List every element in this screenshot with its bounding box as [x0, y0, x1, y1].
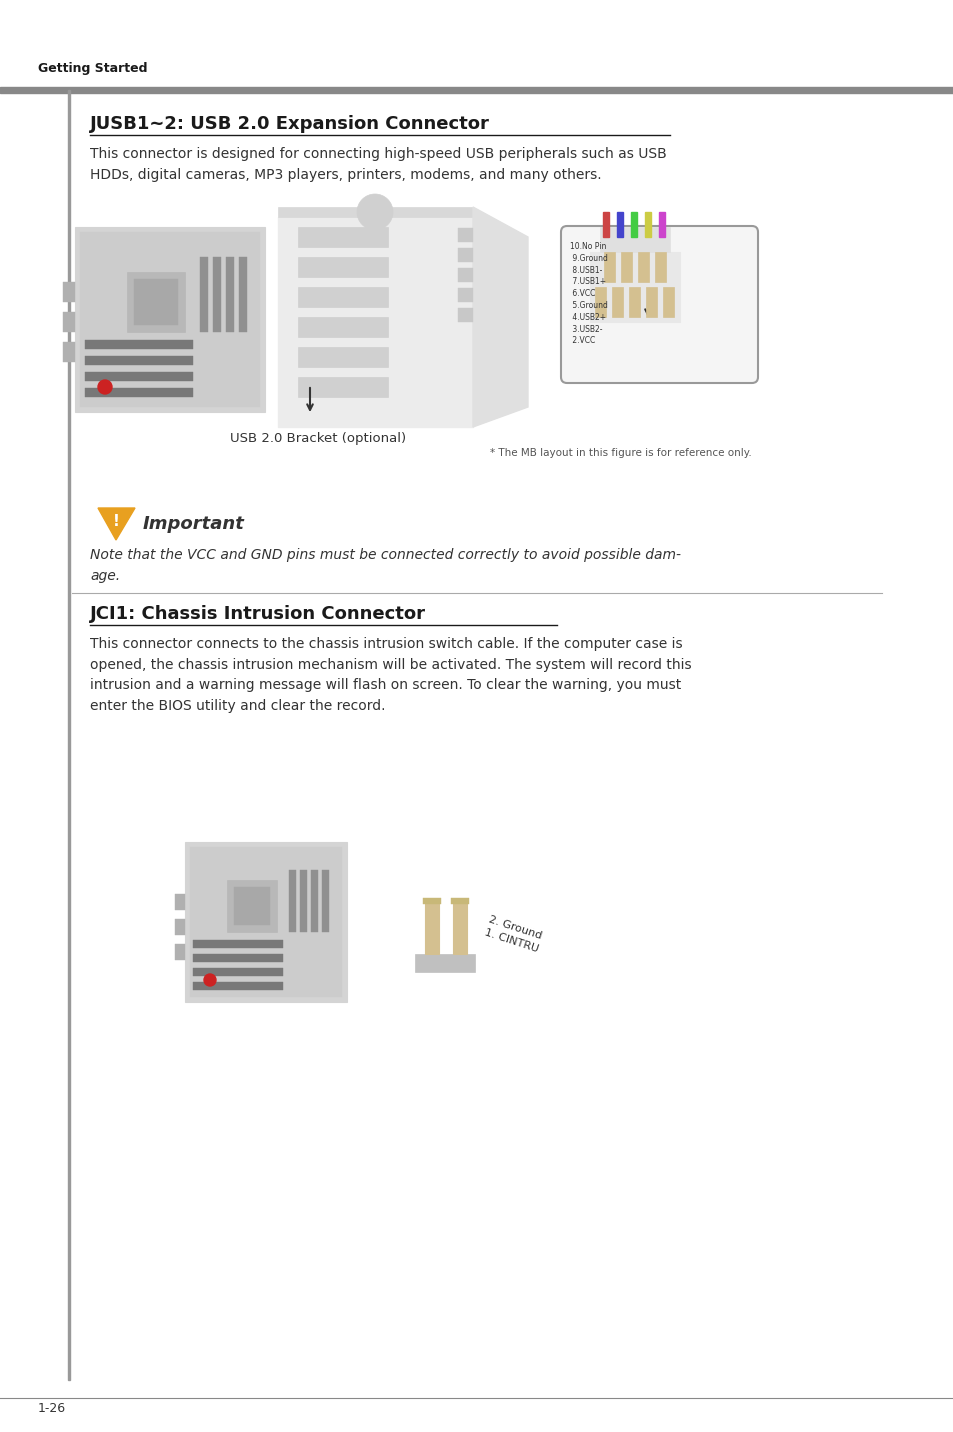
Bar: [297, 256, 388, 276]
Bar: [662, 286, 673, 316]
Bar: [63, 282, 75, 302]
Bar: [85, 339, 193, 349]
Text: !: !: [112, 514, 119, 528]
Bar: [322, 871, 329, 932]
Bar: [457, 288, 473, 302]
Bar: [75, 228, 265, 412]
Bar: [277, 208, 473, 218]
Circle shape: [98, 379, 112, 394]
Bar: [193, 954, 283, 962]
Text: Important: Important: [143, 516, 245, 533]
Bar: [655, 252, 665, 282]
Bar: [0, 87, 953, 93]
Bar: [311, 871, 317, 932]
Bar: [457, 248, 473, 262]
Bar: [620, 252, 631, 282]
Bar: [174, 894, 185, 909]
Polygon shape: [473, 208, 527, 427]
Bar: [193, 968, 283, 977]
Bar: [589, 252, 679, 322]
Text: JUSB1~2: USB 2.0 Expansion Connector: JUSB1~2: USB 2.0 Expansion Connector: [90, 115, 489, 133]
Text: 10.No Pin
 9.Ground
 8.USB1-
 7.USB1+
 6.VCC
 5.Ground
 4.USB2+
 3.USB2-
 2.VCC: 10.No Pin 9.Ground 8.USB1- 7.USB1+ 6.VCC…: [569, 242, 607, 345]
Text: 1-26: 1-26: [38, 1402, 66, 1415]
Bar: [289, 871, 295, 932]
Bar: [63, 312, 75, 332]
Bar: [457, 228, 473, 242]
Bar: [174, 919, 185, 935]
Bar: [453, 902, 467, 954]
Bar: [457, 268, 473, 282]
Text: * The MB layout in this figure is for reference only.: * The MB layout in this figure is for re…: [490, 448, 751, 458]
Bar: [190, 846, 341, 997]
Bar: [603, 252, 615, 282]
Bar: [193, 982, 283, 990]
Bar: [80, 232, 260, 407]
Bar: [299, 871, 307, 932]
Bar: [85, 372, 193, 381]
Bar: [127, 272, 185, 332]
Bar: [185, 842, 347, 1002]
Bar: [297, 377, 388, 397]
Bar: [297, 286, 388, 306]
Bar: [451, 898, 469, 904]
Bar: [644, 212, 650, 238]
Bar: [193, 939, 283, 948]
Polygon shape: [98, 508, 135, 540]
Text: This connector is designed for connecting high-speed USB peripherals such as USB: This connector is designed for connectin…: [90, 147, 666, 182]
Bar: [415, 954, 475, 972]
Bar: [297, 347, 388, 367]
Text: 2. Ground
1. CINTRU: 2. Ground 1. CINTRU: [482, 914, 543, 954]
Bar: [213, 256, 221, 332]
Bar: [297, 316, 388, 337]
FancyBboxPatch shape: [560, 226, 758, 382]
Bar: [628, 286, 639, 316]
Bar: [239, 256, 247, 332]
Bar: [630, 212, 637, 238]
Text: Getting Started: Getting Started: [38, 62, 148, 74]
Circle shape: [204, 974, 215, 987]
Bar: [85, 388, 193, 397]
Bar: [133, 279, 178, 325]
Bar: [63, 342, 75, 362]
Bar: [457, 308, 473, 322]
Bar: [612, 286, 622, 316]
Bar: [645, 286, 657, 316]
Text: JCI1: Chassis Intrusion Connector: JCI1: Chassis Intrusion Connector: [90, 604, 426, 623]
Bar: [227, 881, 276, 932]
Bar: [297, 228, 388, 246]
Bar: [277, 218, 473, 427]
Bar: [174, 944, 185, 959]
Bar: [200, 256, 208, 332]
Bar: [233, 886, 270, 925]
Bar: [85, 357, 193, 365]
Bar: [638, 252, 648, 282]
Bar: [602, 212, 608, 238]
Text: Note that the VCC and GND pins must be connected correctly to avoid possible dam: Note that the VCC and GND pins must be c…: [90, 548, 680, 583]
Text: USB 2.0 Bracket (optional): USB 2.0 Bracket (optional): [230, 432, 406, 445]
Text: This connector connects to the chassis intrusion switch cable. If the computer c: This connector connects to the chassis i…: [90, 637, 691, 713]
Bar: [424, 902, 438, 954]
Bar: [617, 212, 622, 238]
Bar: [422, 898, 440, 904]
Bar: [226, 256, 233, 332]
Bar: [599, 228, 669, 252]
Bar: [659, 212, 664, 238]
Circle shape: [356, 193, 393, 231]
Bar: [68, 90, 70, 1380]
Bar: [595, 286, 605, 316]
